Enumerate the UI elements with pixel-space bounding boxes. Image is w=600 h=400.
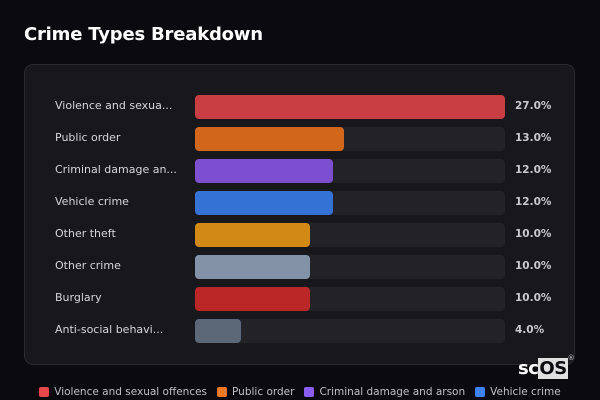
bar-label: Public order [55,131,121,144]
legend-label: Public order [232,386,295,398]
bar-row: Vehicle crime 12.0% [25,191,574,215]
registered-mark: ® [567,354,575,362]
legend-label: Criminal damage and arson [319,386,466,398]
bar-row: Violence and sexua... 27.0% [25,95,574,119]
legend-label: Vehicle crime [490,386,561,398]
bar-row: Anti-social behavi... 4.0% [25,319,574,343]
bar-value: 27.0% [515,100,552,112]
legend-item[interactable]: Violence and sexual offences [39,386,207,398]
bar-track [195,287,505,311]
bar-fill[interactable] [195,191,333,215]
bar-fill[interactable] [195,127,345,151]
bar-value: 10.0% [515,228,552,240]
bar-row: Other theft 10.0% [25,223,574,247]
chart-card: Violence and sexua... 27.0% Public order 13… [24,64,575,365]
bar-row: Burglary 10.0% [25,287,574,311]
legend-swatch-icon [39,387,50,397]
legend-swatch-icon [217,387,228,397]
bar-label: Burglary [55,291,102,304]
bar-label: Violence and sexua... [55,99,173,112]
bar-track [195,255,505,279]
bar-row: Public order 13.0% [25,127,574,151]
legend-item[interactable]: Vehicle crime [475,386,561,398]
bar-track [195,319,505,343]
bar-value: 4.0% [515,324,545,336]
bar-track [195,95,505,119]
bar-label: Other crime [55,259,121,272]
bar-track [195,127,505,151]
legend-swatch-icon [304,387,315,397]
bar-value: 13.0% [515,132,552,144]
bar-track [195,159,505,183]
legend-label: Violence and sexual offences [54,386,208,398]
bar-fill[interactable] [195,223,310,247]
bar-label: Anti-social behavi... [55,323,164,336]
legend-item[interactable]: Criminal damage and arson [304,386,465,398]
legend-swatch-icon [475,387,486,397]
bar-fill[interactable] [195,319,241,343]
legend-item[interactable]: Public order [217,386,294,398]
bar-row: Other crime 10.0% [25,255,574,279]
bar-value: 12.0% [515,164,552,176]
bar-track [195,191,505,215]
logo-sc: sc [518,358,539,379]
page-title: Crime Types Breakdown [24,24,263,45]
bar-value: 12.0% [515,196,552,208]
bar-label: Criminal damage an... [55,163,177,176]
bar-row: Criminal damage an... 12.0% [25,159,574,183]
logo-os: OS [538,358,568,379]
watermark-logo: scOS® [518,354,575,379]
bar-track [195,223,505,247]
bar-fill[interactable] [195,95,505,119]
bar-value: 10.0% [515,292,552,304]
chart-legend: Violence and sexual offences Public order… [0,386,600,398]
bar-label: Other theft [55,227,116,240]
bar-fill[interactable] [195,255,310,279]
bar-label: Vehicle crime [55,195,129,208]
bar-fill[interactable] [195,287,310,311]
bar-fill[interactable] [195,159,333,183]
bar-value: 10.0% [515,260,552,272]
